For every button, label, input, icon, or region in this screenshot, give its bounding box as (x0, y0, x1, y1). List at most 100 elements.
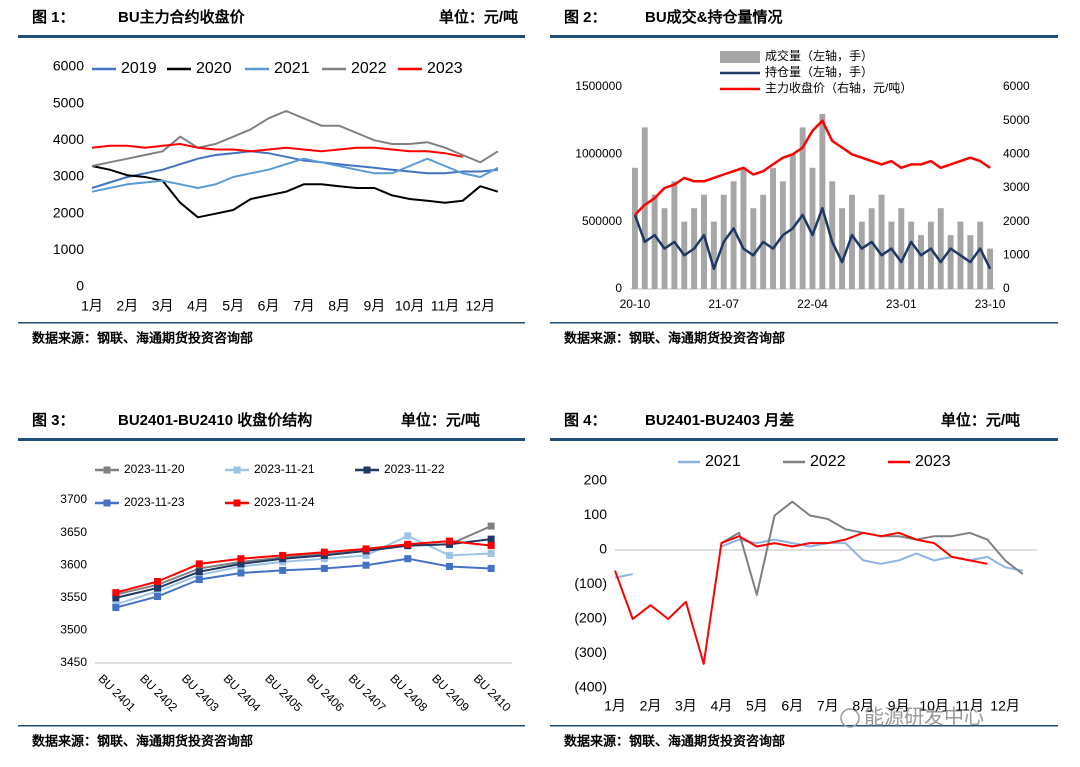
x-tick-label: BU 2410 (471, 671, 514, 714)
marker (195, 568, 203, 576)
y-tick-label: 3450 (60, 655, 87, 669)
x-tick-label: 2月 (116, 298, 138, 314)
watermark-icon (840, 708, 860, 728)
y-tick-label: 100 (584, 506, 608, 522)
bar (710, 221, 717, 289)
series-line (115, 540, 492, 594)
bar (701, 194, 707, 289)
legend-swatch (720, 51, 760, 63)
y-tick-label: 3700 (60, 492, 87, 506)
bar (888, 221, 895, 289)
marker (362, 551, 370, 559)
y-tick-label: 200 (584, 472, 608, 488)
marker (404, 555, 412, 563)
x-tick-label: 7月 (817, 698, 839, 714)
y-tick-label: 4000 (53, 131, 84, 147)
x-tick-label: 12月 (990, 698, 1020, 714)
legend-label: 成交量（左轴，手） (765, 48, 873, 63)
x-tick-label: 4月 (187, 298, 209, 314)
y-tick-label: 5000 (53, 94, 84, 110)
legend-label: 持仓量（左轴，手） (765, 64, 873, 79)
y-tick-label: 0 (599, 541, 607, 557)
y-tick-label: 3600 (60, 557, 87, 571)
y-tick-label: 1000 (53, 241, 84, 257)
y-tick-label: 6000 (53, 58, 84, 74)
x-tick-label: 1月 (604, 698, 626, 714)
series-line (720, 500, 1024, 596)
x-tick-label: 10月 (395, 298, 425, 314)
x-tick-label: 8月 (852, 698, 874, 714)
x-tick-label: 9月 (888, 698, 910, 714)
x-tick-label: 21-07 (708, 297, 739, 311)
x-tick-label: BU 2406 (304, 671, 347, 714)
y-tick-label: (400) (574, 679, 607, 695)
unit-note: 单位：元/吨 (941, 411, 1020, 429)
header-rule (550, 35, 1058, 38)
footer-rule (550, 725, 1058, 727)
marker (404, 532, 412, 540)
y-tick-label: (300) (574, 644, 607, 660)
marker (362, 545, 370, 553)
legend-label: 2022 (351, 60, 387, 77)
x-tick-label: 12月 (466, 298, 496, 314)
y-tick-label: 1000000 (575, 147, 622, 161)
legend-label: 2023-11-23 (124, 495, 185, 509)
footer-rule (18, 725, 525, 727)
legend-marker (233, 499, 241, 507)
source-note: 数据来源：钢联、海通期货投资咨询部 (32, 733, 253, 748)
y-tick-label: 3650 (60, 525, 87, 539)
y2-tick-label: 0 (1003, 281, 1010, 295)
y2-tick-label: 4000 (1003, 147, 1030, 161)
x-tick-label: 22-04 (797, 297, 828, 311)
bar (937, 208, 944, 289)
bar (641, 127, 648, 290)
legend-label: 2023-11-21 (254, 462, 315, 476)
legend-label: 2023-11-22 (384, 462, 445, 476)
bar (799, 127, 806, 290)
header-rule (18, 438, 525, 441)
x-tick-label: BU 2402 (137, 671, 180, 714)
y-tick-label: 2000 (53, 204, 84, 220)
marker (154, 578, 162, 585)
bar (789, 154, 796, 289)
x-tick-label: BU 2408 (387, 671, 430, 714)
bar (819, 113, 826, 289)
bar (740, 167, 747, 289)
x-tick-label: 9月 (363, 298, 385, 314)
x-tick-label: 6月 (258, 298, 280, 314)
bar (730, 181, 737, 289)
series-line (115, 557, 492, 609)
bar (977, 221, 984, 289)
header-rule (18, 35, 525, 38)
legend-marker (233, 466, 241, 474)
marker (112, 604, 120, 612)
x-tick-label: 20-10 (620, 297, 651, 311)
series-line (633, 206, 992, 271)
x-tick-label: BU 2401 (95, 671, 138, 714)
chart-title: BU主力合约收盘价 (118, 8, 246, 26)
x-tick-label: BU 2404 (221, 671, 264, 714)
bar (927, 221, 934, 289)
marker (237, 555, 245, 563)
legend-label: 主力收盘价（右轴，元/吨） (765, 80, 912, 95)
y2-tick-label: 1000 (1003, 248, 1030, 262)
marker (195, 576, 203, 584)
bar (898, 208, 905, 289)
series-line (634, 119, 991, 216)
marker (154, 584, 162, 592)
x-tick-label: 6月 (781, 698, 803, 714)
marker (320, 564, 328, 572)
x-tick-label: 1月 (81, 298, 103, 314)
y2-tick-label: 2000 (1003, 214, 1030, 228)
marker (487, 549, 495, 557)
series-line (91, 110, 499, 167)
figure-label: 图 3： (32, 412, 75, 429)
watermark: 能源研发中心 (864, 705, 984, 728)
source-note: 数据来源：钢联、海通期货投资咨询部 (32, 330, 253, 345)
marker (445, 563, 453, 571)
x-tick-label: 11月 (955, 698, 984, 714)
marker (154, 592, 162, 600)
x-tick-label: 2月 (640, 698, 662, 714)
marker (237, 569, 245, 577)
x-tick-label: 23-10 (975, 297, 1006, 311)
